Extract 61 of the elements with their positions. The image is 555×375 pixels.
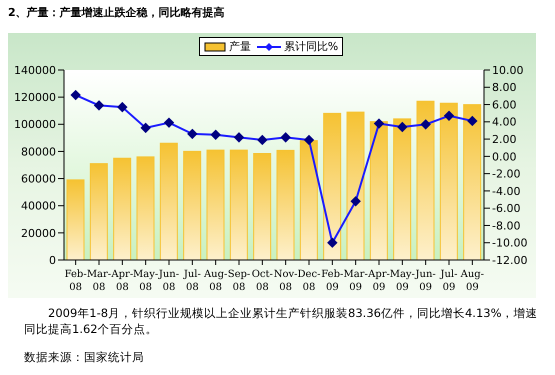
bar [463, 104, 482, 260]
bar [160, 142, 178, 260]
source-note: 数据来源：国家统计局 [24, 350, 144, 365]
bar [253, 152, 272, 260]
x-tick-label: Oct-08 [252, 269, 273, 293]
bar [276, 150, 294, 260]
y-tick-label: 20000 [21, 226, 56, 240]
x-tick-label: Sep-08 [228, 269, 250, 293]
bar [230, 150, 248, 260]
y-tick-label: 140000 [14, 64, 56, 77]
bar [66, 179, 84, 260]
x-tick-label: Apr-08 [110, 269, 134, 293]
y2-tick-label: 6.00 [492, 98, 516, 112]
x-tick-label: May-09 [390, 269, 415, 293]
y2-tick-label: -8.00 [492, 219, 520, 232]
x-tick-label: Jun-08 [158, 269, 180, 293]
text: 2009年1-8月，针织行业规模以上企业累计生产针织服装83.36亿件，同比增长4.13%，增速同比提高1.62个百分点。 [24, 305, 539, 337]
bar [370, 121, 388, 260]
bar [136, 156, 154, 260]
y2-tick-label: -10.00 [492, 236, 528, 250]
bar [113, 158, 132, 260]
x-tick-label: Mar-09 [343, 269, 368, 293]
bar [90, 163, 108, 260]
y2-tick-label: 8.00 [492, 81, 516, 94]
bar [300, 140, 318, 260]
y2-tick-label: 2.00 [492, 132, 516, 146]
bar [393, 118, 412, 260]
x-tick-label: Jul-08 [182, 269, 201, 293]
y2-tick-label: -4.00 [492, 184, 520, 198]
x-tick-label: Feb-09 [321, 269, 344, 293]
bar [416, 100, 434, 260]
bar [440, 102, 458, 260]
bar [323, 112, 342, 260]
x-tick-label: Jul-09 [439, 269, 458, 293]
y2-tick-label: 4.00 [492, 116, 516, 129]
x-tick-label: Jun-09 [414, 269, 436, 293]
legend-label: 累计同比% [284, 39, 338, 54]
x-tick-label: Apr-09 [367, 269, 390, 293]
y-tick-label: 60000 [21, 172, 56, 186]
y2-tick-label: -2.00 [492, 168, 520, 181]
x-tick-label: Nov-08 [274, 269, 298, 293]
x-tick-label: Aug-08 [202, 269, 228, 293]
y2-tick-label: 0.00 [492, 150, 516, 164]
y2-tick-label: -12.00 [492, 254, 528, 267]
bar [206, 150, 224, 260]
y-tick-label: 80000 [21, 145, 56, 158]
bar [346, 112, 364, 260]
y-tick-label: 0 [49, 254, 56, 267]
y-tick-label: 120000 [14, 91, 56, 104]
legend-label: 产量 [228, 39, 251, 54]
x-tick-label: May-08 [133, 269, 158, 293]
x-tick-label: Dec-08 [298, 269, 320, 293]
y-tick-label: 100000 [14, 118, 56, 132]
y2-tick-label: 10.00 [492, 64, 524, 77]
y-tick-label: 40000 [21, 200, 56, 213]
bar [183, 150, 202, 260]
x-tick-label: Feb-08 [64, 269, 87, 293]
chart-title: 2、产量：产量增速止跌企稳，同比略有提高 [8, 5, 225, 20]
y2-tick-label: -6.00 [492, 202, 520, 216]
x-tick-label: Mar-08 [86, 269, 112, 293]
x-tick-label: Aug-09 [460, 269, 484, 293]
